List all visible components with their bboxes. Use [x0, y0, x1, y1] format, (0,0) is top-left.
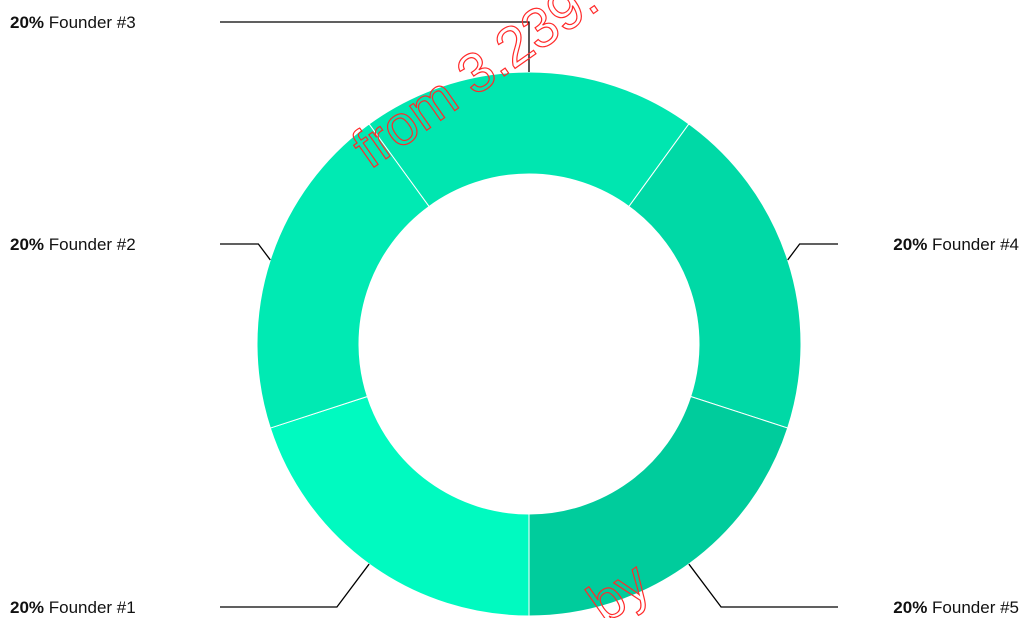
slice-category-label: Founder #1 — [44, 598, 136, 617]
slice-label: 20% Founder #4 — [893, 235, 1019, 254]
slice-value-label: 20% — [10, 598, 44, 617]
leader-line — [220, 243, 271, 261]
slice-category-label: Founder #3 — [44, 13, 136, 32]
slice-label: 20% Founder #5 — [893, 598, 1019, 617]
slice-category-label: Founder #2 — [44, 235, 136, 254]
leader-line — [688, 563, 838, 608]
slice-category-label: Founder #5 — [927, 598, 1019, 617]
slice-label: 20% Founder #3 — [10, 13, 136, 32]
slice-category-label: Founder #4 — [927, 235, 1019, 254]
slice-value-label: 20% — [893, 598, 927, 617]
donut-slices — [256, 71, 802, 617]
slice-labels: 20% Founder #120% Founder #220% Founder … — [10, 13, 1019, 617]
slice-founder-5 — [528, 395, 789, 617]
slice-value-label: 20% — [10, 13, 44, 32]
slice-value-label: 20% — [10, 235, 44, 254]
leader-lines — [220, 21, 838, 608]
slice-founder-3 — [368, 71, 690, 208]
leader-line — [787, 243, 838, 261]
leader-line — [220, 563, 370, 608]
slice-value-label: 20% — [893, 235, 927, 254]
slice-label: 20% Founder #2 — [10, 235, 136, 254]
slice-label: 20% Founder #1 — [10, 598, 136, 617]
slice-founder-2 — [256, 123, 430, 429]
leader-line — [220, 21, 530, 72]
slice-founder-4 — [628, 123, 802, 429]
slice-founder-1 — [269, 395, 530, 617]
